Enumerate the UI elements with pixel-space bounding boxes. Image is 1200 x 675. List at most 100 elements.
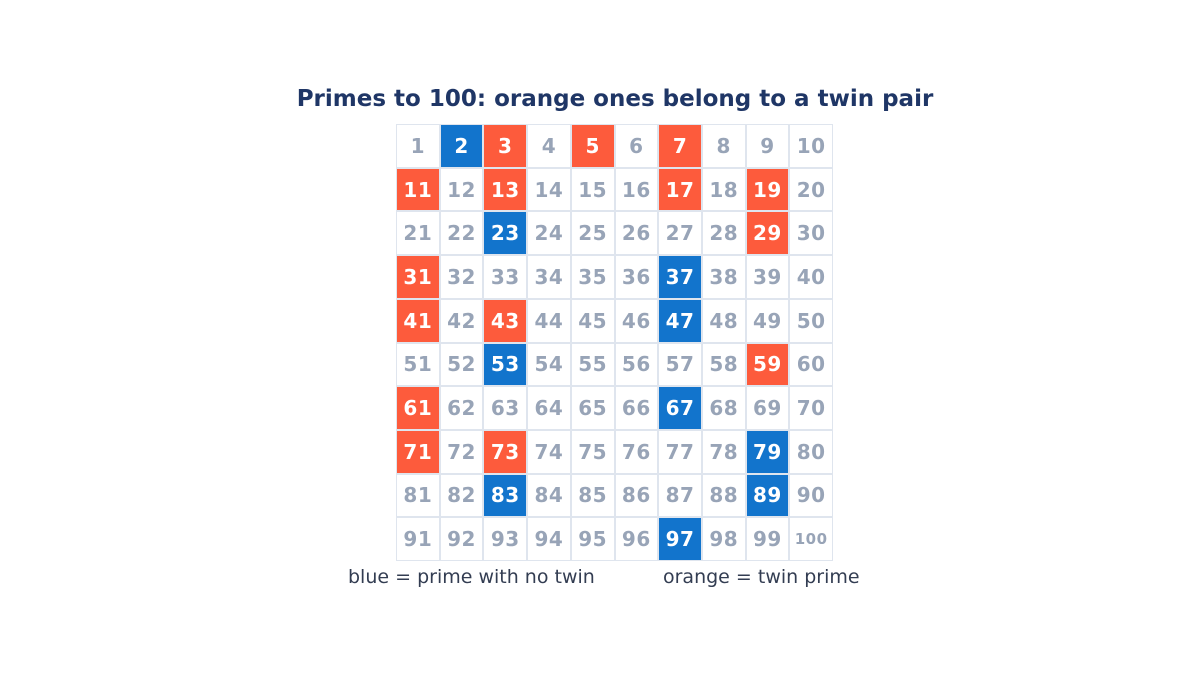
composite-cell: 60	[790, 343, 832, 386]
legend-prime-no-twin: blue = prime with no twin	[348, 566, 595, 588]
composite-cell: 77	[659, 430, 701, 473]
composite-cell: 10	[790, 125, 832, 167]
composite-cell: 70	[790, 387, 832, 429]
composite-cell: 100	[790, 518, 832, 560]
composite-cell: 81	[397, 474, 439, 517]
chart-title: Primes to 100: orange ones belong to a t…	[296, 86, 934, 112]
composite-cell: 26	[615, 212, 658, 255]
composite-cell: 35	[571, 256, 614, 298]
composite-cell: 98	[702, 518, 745, 560]
prime-cell: 2	[440, 125, 483, 167]
prime-cell: 89	[746, 474, 789, 517]
composite-cell: 82	[440, 474, 483, 517]
twin-prime-cell: 19	[746, 168, 789, 211]
composite-cell: 20	[790, 168, 832, 211]
composite-cell: 39	[746, 256, 789, 298]
composite-cell: 42	[440, 299, 483, 342]
composite-cell: 96	[615, 518, 658, 560]
composite-cell: 16	[615, 168, 658, 211]
twin-prime-cell: 61	[397, 387, 439, 429]
composite-cell: 21	[397, 212, 439, 255]
prime-cell: 97	[659, 518, 701, 560]
composite-cell: 66	[615, 387, 658, 429]
composite-cell: 94	[528, 518, 570, 560]
composite-cell: 55	[571, 343, 614, 386]
composite-cell: 63	[484, 387, 527, 429]
composite-cell: 99	[746, 518, 789, 560]
twin-prime-cell: 43	[484, 299, 527, 342]
composite-cell: 40	[790, 256, 832, 298]
composite-cell: 48	[702, 299, 745, 342]
composite-cell: 12	[440, 168, 483, 211]
composite-cell: 25	[571, 212, 614, 255]
composite-cell: 86	[615, 474, 658, 517]
composite-cell: 32	[440, 256, 483, 298]
composite-cell: 95	[571, 518, 614, 560]
composite-cell: 64	[528, 387, 570, 429]
composite-cell: 65	[571, 387, 614, 429]
composite-cell: 33	[484, 256, 527, 298]
composite-cell: 74	[528, 430, 570, 473]
twin-prime-cell: 5	[571, 125, 614, 167]
legend-twin-prime: orange = twin prime	[663, 566, 860, 588]
composite-cell: 45	[571, 299, 614, 342]
composite-cell: 36	[615, 256, 658, 298]
composite-cell: 46	[615, 299, 658, 342]
composite-cell: 1	[397, 125, 439, 167]
prime-cell: 83	[484, 474, 527, 517]
prime-cell: 23	[484, 212, 527, 255]
prime-cell: 53	[484, 343, 527, 386]
twin-prime-cell: 29	[746, 212, 789, 255]
composite-cell: 22	[440, 212, 483, 255]
composite-cell: 85	[571, 474, 614, 517]
composite-cell: 88	[702, 474, 745, 517]
composite-cell: 34	[528, 256, 570, 298]
composite-cell: 14	[528, 168, 570, 211]
composite-cell: 15	[571, 168, 614, 211]
composite-cell: 84	[528, 474, 570, 517]
composite-cell: 78	[702, 430, 745, 473]
composite-cell: 27	[659, 212, 701, 255]
composite-cell: 57	[659, 343, 701, 386]
composite-cell: 72	[440, 430, 483, 473]
composite-cell: 75	[571, 430, 614, 473]
twin-prime-cell: 31	[397, 256, 439, 298]
composite-cell: 51	[397, 343, 439, 386]
twin-prime-cell: 73	[484, 430, 527, 473]
twin-prime-cell: 3	[484, 125, 527, 167]
prime-cell: 67	[659, 387, 701, 429]
composite-cell: 90	[790, 474, 832, 517]
composite-cell: 80	[790, 430, 832, 473]
twin-prime-cell: 13	[484, 168, 527, 211]
number-grid: 1 2 3 4 5 6 7 8 9 10 11 12 13 14 15 16 17 18 19 20 21 22 23 24 2…	[396, 124, 833, 561]
composite-cell: 91	[397, 518, 439, 560]
composite-cell: 68	[702, 387, 745, 429]
composite-cell: 69	[746, 387, 789, 429]
composite-cell: 8	[702, 125, 745, 167]
twin-prime-cell: 11	[397, 168, 439, 211]
composite-cell: 9	[746, 125, 789, 167]
composite-cell: 62	[440, 387, 483, 429]
composite-cell: 50	[790, 299, 832, 342]
prime-cell: 47	[659, 299, 701, 342]
composite-cell: 56	[615, 343, 658, 386]
twin-prime-cell: 7	[659, 125, 701, 167]
composite-cell: 28	[702, 212, 745, 255]
composite-cell: 24	[528, 212, 570, 255]
composite-cell: 30	[790, 212, 832, 255]
twin-prime-cell: 59	[746, 343, 789, 386]
composite-cell: 4	[528, 125, 570, 167]
composite-cell: 49	[746, 299, 789, 342]
composite-cell: 54	[528, 343, 570, 386]
twin-prime-cell: 41	[397, 299, 439, 342]
prime-cell: 79	[746, 430, 789, 473]
composite-cell: 87	[659, 474, 701, 517]
composite-cell: 58	[702, 343, 745, 386]
composite-cell: 93	[484, 518, 527, 560]
composite-cell: 38	[702, 256, 745, 298]
twin-prime-cell: 71	[397, 430, 439, 473]
composite-cell: 92	[440, 518, 483, 560]
composite-cell: 52	[440, 343, 483, 386]
composite-cell: 18	[702, 168, 745, 211]
